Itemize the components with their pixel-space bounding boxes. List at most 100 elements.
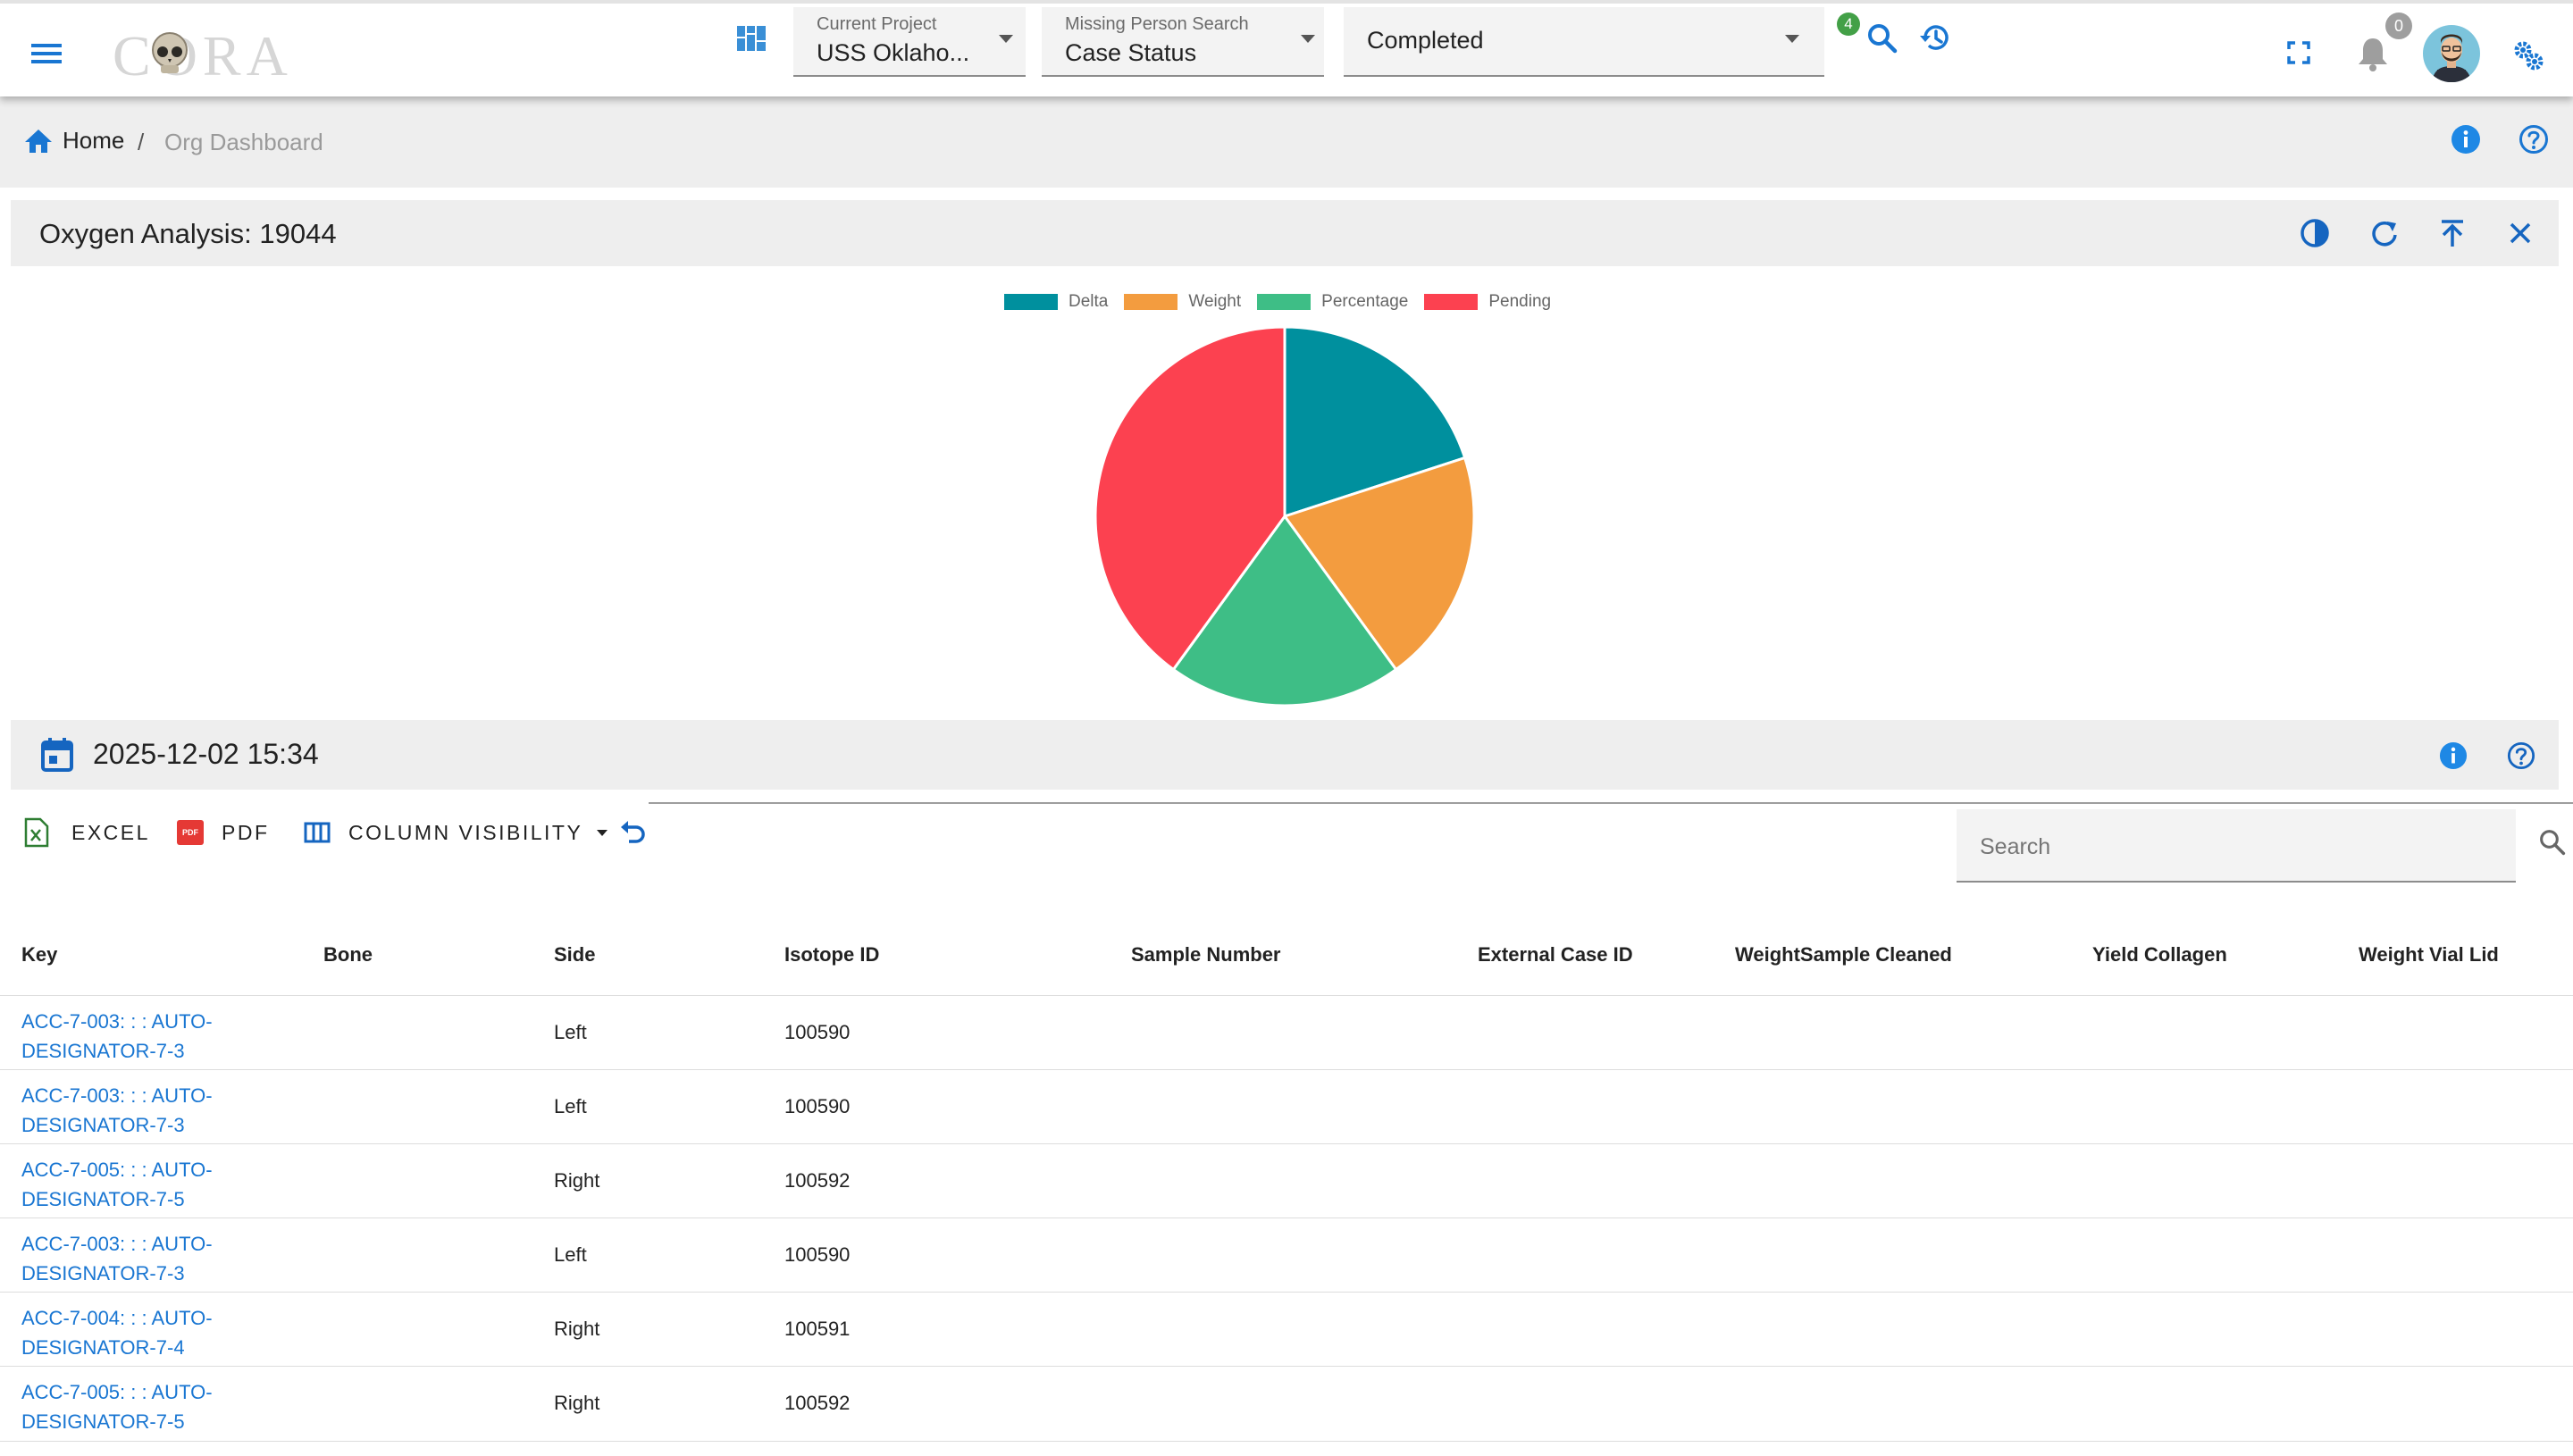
notifications-bell-icon[interactable] xyxy=(2353,34,2393,73)
search-input[interactable] xyxy=(1957,809,2516,883)
row-key-link[interactable]: ACC-7-004: : : AUTO- DESIGNATOR-7-4 xyxy=(21,1303,272,1362)
menu-icon[interactable] xyxy=(27,36,66,71)
isotope-id-cell: 100590 xyxy=(784,1021,851,1043)
legend-swatch xyxy=(1424,294,1479,310)
breadcrumb-home-label: Home xyxy=(63,127,125,154)
settings-gears-icon[interactable] xyxy=(2509,36,2546,73)
current-project-value: USS Oklaho... xyxy=(817,39,970,66)
legend-label: Percentage xyxy=(1321,292,1409,311)
calendar-icon[interactable] xyxy=(39,736,75,774)
search-type-select[interactable]: Missing Person Search Case Status xyxy=(1042,7,1324,77)
row-key-link[interactable]: ACC-7-003: : : AUTO- DESIGNATOR-7-3 xyxy=(21,1229,272,1288)
key-line-2: DESIGNATOR-7-3 xyxy=(21,1114,185,1136)
search-type-value: Case Status xyxy=(1065,39,1197,66)
row-key-link[interactable]: ACC-7-005: : : AUTO- DESIGNATOR-7-5 xyxy=(21,1377,272,1436)
help-icon[interactable] xyxy=(2505,740,2537,772)
column-header-bone[interactable]: Bone xyxy=(323,943,373,966)
pie-slice-delta[interactable] xyxy=(1283,325,1467,519)
legend-item-weight[interactable]: Weight xyxy=(1124,292,1241,312)
key-line-1: ACC-7-004: : : AUTO- xyxy=(21,1307,213,1329)
pie-slice-percentage[interactable] xyxy=(1171,514,1398,707)
breadcrumb-separator: / xyxy=(138,129,145,155)
move-to-top-icon[interactable] xyxy=(2435,216,2469,250)
legend-item-delta[interactable]: Delta xyxy=(1004,292,1108,312)
legend-label: Delta xyxy=(1069,292,1109,311)
fullscreen-icon[interactable] xyxy=(2284,38,2314,68)
key-line-1: ACC-7-005: : : AUTO- xyxy=(21,1381,213,1403)
column-header-yield-collagen[interactable]: Yield Collagen xyxy=(2092,943,2227,966)
legend-item-percentage[interactable]: Percentage xyxy=(1257,292,1408,312)
table-row[interactable]: ACC-7-004: : : AUTO- DESIGNATOR-7-4 Right… xyxy=(0,1292,2573,1367)
notification-count-badge: 0 xyxy=(2385,13,2412,39)
legend-swatch xyxy=(1004,294,1058,310)
chevron-down-icon xyxy=(999,35,1013,43)
dashboard-icon[interactable] xyxy=(734,21,768,55)
pdf-icon: PDF xyxy=(177,820,204,845)
info-icon[interactable] xyxy=(2437,740,2469,772)
column-header-weight-vial-lid[interactable]: Weight Vial Lid xyxy=(2359,943,2499,966)
breadcrumb-home[interactable]: Home xyxy=(23,127,124,155)
breadcrumb: Home / Org Dashboard xyxy=(0,96,2573,188)
oxygen-analysis-panel-header: Oxygen Analysis: 19044 xyxy=(11,200,2559,266)
table-row[interactable]: ACC-7-003: : : AUTO- DESIGNATOR-7-3 Left … xyxy=(0,1218,2573,1293)
column-header-isotope-id[interactable]: Isotope ID xyxy=(784,943,880,966)
legend-label: Weight xyxy=(1188,292,1242,311)
close-icon[interactable] xyxy=(2505,218,2535,248)
side-cell: Right xyxy=(554,1318,600,1340)
isotope-id-cell: 100592 xyxy=(784,1392,851,1414)
excel-icon xyxy=(24,817,49,848)
row-key-link[interactable]: ACC-7-005: : : AUTO- DESIGNATOR-7-5 xyxy=(21,1155,272,1214)
skull-icon xyxy=(152,32,188,73)
key-line-2: DESIGNATOR-7-3 xyxy=(21,1262,185,1284)
excel-export-button[interactable]: EXCEL xyxy=(23,815,150,850)
key-line-2: DESIGNATOR-7-5 xyxy=(21,1188,185,1210)
pie-slice-pending[interactable] xyxy=(1094,325,1286,672)
table-row[interactable]: ACC-7-005: : : AUTO- DESIGNATOR-7-5 Right… xyxy=(0,1143,2573,1218)
info-icon[interactable] xyxy=(2450,123,2482,155)
key-line-2: DESIGNATOR-7-3 xyxy=(21,1040,185,1062)
search-icon[interactable] xyxy=(2537,827,2568,858)
key-line-2: DESIGNATOR-7-4 xyxy=(21,1336,185,1359)
key-line-1: ACC-7-003: : : AUTO- xyxy=(21,1010,213,1033)
cora-logo[interactable]: CORA xyxy=(113,23,288,88)
table-row[interactable]: ACC-7-003: : : AUTO- DESIGNATOR-7-3 Left … xyxy=(0,995,2573,1070)
isotope-id-cell: 100591 xyxy=(784,1318,851,1340)
search-field[interactable] xyxy=(1978,831,2482,863)
column-header-weight-sample-cleaned[interactable]: WeightSample Cleaned xyxy=(1735,943,1952,966)
refresh-icon[interactable] xyxy=(2368,216,2401,250)
current-project-select[interactable]: Current Project USS Oklaho... xyxy=(793,7,1026,77)
column-header-sample-number[interactable]: Sample Number xyxy=(1131,943,1281,966)
row-key-link[interactable]: ACC-7-003: : : AUTO- DESIGNATOR-7-3 xyxy=(21,1081,272,1140)
column-header-side[interactable]: Side xyxy=(554,943,596,966)
caret-down-icon xyxy=(597,829,608,836)
key-line-1: ACC-7-005: : : AUTO- xyxy=(21,1159,213,1181)
table-row[interactable]: ACC-7-003: : : AUTO- DESIGNATOR-7-3 Left … xyxy=(0,1069,2573,1144)
column-visibility-button[interactable]: COLUMN VISIBILITY xyxy=(304,815,608,850)
search-icon[interactable] xyxy=(1864,20,1901,57)
table-row[interactable]: ACC-7-005: : : AUTO- DESIGNATOR-7-5 Right… xyxy=(0,1366,2573,1442)
contrast-icon[interactable] xyxy=(2298,216,2332,250)
pdf-export-button[interactable]: PDF PDF xyxy=(177,815,270,850)
column-visibility-label: COLUMN VISIBILITY xyxy=(348,820,583,844)
pdf-label: PDF xyxy=(222,820,270,844)
isotope-id-cell: 100592 xyxy=(784,1169,851,1192)
search-type-label: Missing Person Search xyxy=(1065,14,1249,34)
pie-slice-weight[interactable] xyxy=(1282,456,1476,672)
avatar[interactable] xyxy=(2423,25,2480,82)
case-status-select[interactable]: Completed xyxy=(1344,7,1824,77)
reset-icon[interactable] xyxy=(615,815,650,850)
side-cell: Right xyxy=(554,1169,600,1192)
legend-swatch xyxy=(1257,294,1312,310)
legend-swatch xyxy=(1124,294,1178,310)
help-icon[interactable] xyxy=(2518,123,2550,155)
legend-item-pending[interactable]: Pending xyxy=(1424,292,1551,312)
case-status-value: Completed xyxy=(1367,27,1484,54)
top-app-bar: CORA Current Project USS Oklaho... Missi… xyxy=(0,0,2573,96)
isotope-id-cell: 100590 xyxy=(784,1243,851,1266)
row-key-link[interactable]: ACC-7-003: : : AUTO- DESIGNATOR-7-3 xyxy=(21,1007,272,1066)
column-header-external-case-id[interactable]: External Case ID xyxy=(1478,943,1633,966)
history-icon[interactable] xyxy=(1915,18,1955,57)
column-header-key[interactable]: Key xyxy=(21,943,58,966)
chart-legend: Delta Weight Percentage Pending xyxy=(1004,291,1567,313)
logo-text: CORA xyxy=(113,24,293,88)
